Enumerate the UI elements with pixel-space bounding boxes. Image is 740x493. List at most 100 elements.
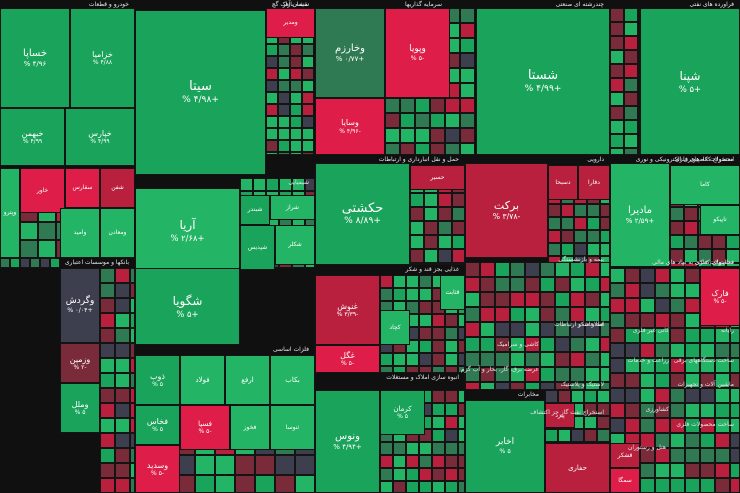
mosaic-cell[interactable] [624,134,638,148]
tile-7[interactable]: وسایا -۴/۹۶ % [315,98,385,155]
mosaic-cell[interactable] [495,322,510,337]
mosaic-cell[interactable] [685,373,700,388]
mosaic-cell[interactable] [685,478,700,493]
mosaic-cell[interactable] [561,230,574,243]
mosaic-cell[interactable] [458,416,465,429]
mosaic-cell[interactable] [460,23,475,38]
mosaic-cell[interactable] [625,313,640,328]
mosaic-cell[interactable] [438,249,452,263]
mosaic-cell[interactable] [266,116,278,128]
mosaic-cell[interactable] [445,468,458,481]
mosaic-cell[interactable] [625,373,640,388]
mosaic-cell[interactable] [640,328,655,343]
mosaic-cell[interactable] [452,235,465,249]
mosaic-cell[interactable] [100,463,115,478]
tile-6[interactable]: وپویا -۵ % [385,8,450,98]
mosaic-cell[interactable] [445,340,458,353]
mosaic-cell[interactable] [480,262,495,277]
mosaic-cell[interactable] [458,314,465,327]
mosaic-cell[interactable] [570,337,585,352]
mosaic-cell[interactable] [700,373,715,388]
mosaic-cell[interactable] [525,292,540,307]
mosaic-cell[interactable] [597,390,610,403]
mosaic-cell[interactable] [540,292,555,307]
mosaic-cell[interactable] [625,268,640,283]
mosaic-cell[interactable] [290,68,302,80]
mosaic-cell[interactable] [510,307,525,322]
mosaic-cell[interactable] [480,337,495,352]
mosaic-cell[interactable] [480,307,495,322]
mosaic-cell[interactable] [30,258,40,268]
mosaic-cell[interactable] [670,235,684,249]
mosaic-cell[interactable] [715,328,730,343]
mosaic-cell[interactable] [600,367,610,382]
mosaic-cell[interactable] [625,298,640,313]
mosaic-cell[interactable] [555,367,570,382]
mosaic-cell[interactable] [130,418,135,433]
mosaic-cell[interactable] [438,235,452,249]
mosaic-cell[interactable] [458,455,465,468]
mosaic-cell[interactable] [100,433,115,448]
mosaic-cell[interactable] [495,307,510,322]
mosaic-cell[interactable] [730,448,740,463]
mosaic-cell[interactable] [510,292,525,307]
mosaic-cell[interactable] [685,328,700,343]
mosaic-cell[interactable] [670,343,685,358]
mosaic-cell[interactable] [655,328,670,343]
tile-34[interactable]: ومدیر [266,8,315,38]
mosaic-cell[interactable] [432,481,445,493]
mosaic-cell[interactable] [419,481,432,493]
mosaic-cell[interactable] [525,337,540,352]
mosaic-cell[interactable] [302,128,314,140]
mosaic-cell[interactable] [700,418,715,433]
mosaic-cell[interactable] [465,322,480,337]
mosaic-cell[interactable] [655,283,670,298]
mosaic-cell[interactable] [100,418,115,433]
mosaic-cell[interactable] [130,343,135,358]
mosaic-cell[interactable] [432,314,445,327]
mosaic-cell[interactable] [625,418,640,433]
mosaic-cell[interactable] [266,178,279,191]
mosaic-cell[interactable] [130,328,135,343]
mosaic-cell[interactable] [380,455,393,468]
mosaic-cell[interactable] [685,463,700,478]
mosaic-cell[interactable] [10,258,20,268]
mosaic-cell[interactable] [625,388,640,403]
mosaic-cell[interactable] [685,403,700,418]
mosaic-cell[interactable] [410,193,424,207]
mosaic-cell[interactable] [600,382,610,390]
mosaic-cell[interactable] [600,277,610,292]
mosaic-cell[interactable] [624,64,638,78]
tile-28[interactable]: وپترو [0,168,20,258]
mosaic-cell[interactable] [266,80,278,92]
mosaic-cell[interactable] [670,403,685,418]
mosaic-cell[interactable] [445,128,460,143]
mosaic-cell[interactable] [410,235,424,249]
mosaic-cell[interactable] [610,78,624,92]
mosaic-cell[interactable] [670,418,685,433]
mosaic-cell[interactable] [419,353,432,366]
mosaic-cell[interactable] [730,433,740,448]
mosaic-cell[interactable] [410,221,424,235]
mosaic-cell[interactable] [670,478,685,493]
mosaic-cell[interactable] [458,429,465,442]
mosaic-cell[interactable] [561,204,574,217]
mosaic-cell[interactable] [610,388,625,403]
mosaic-cell[interactable] [290,80,302,92]
mosaic-cell[interactable] [406,442,419,455]
tile-12[interactable]: حکشتی +۸/۸۹ % [315,163,410,265]
mosaic-cell[interactable] [438,193,452,207]
mosaic-cell[interactable] [266,56,278,68]
mosaic-cell[interactable] [100,403,115,418]
mosaic-cell[interactable] [640,448,655,463]
mosaic-cell[interactable] [480,382,495,390]
tile-2[interactable]: خبهمن ۴/۹۹ % [0,108,65,166]
mosaic-cell[interactable] [278,80,290,92]
mosaic-cell[interactable] [585,322,600,337]
mosaic-cell[interactable] [638,148,640,155]
mosaic-cell[interactable] [302,116,314,128]
tile-51[interactable]: پیزد [545,403,575,428]
mosaic-cell[interactable] [380,275,393,288]
mosaic-cell[interactable] [432,403,445,416]
mosaic-cell[interactable] [278,44,290,56]
